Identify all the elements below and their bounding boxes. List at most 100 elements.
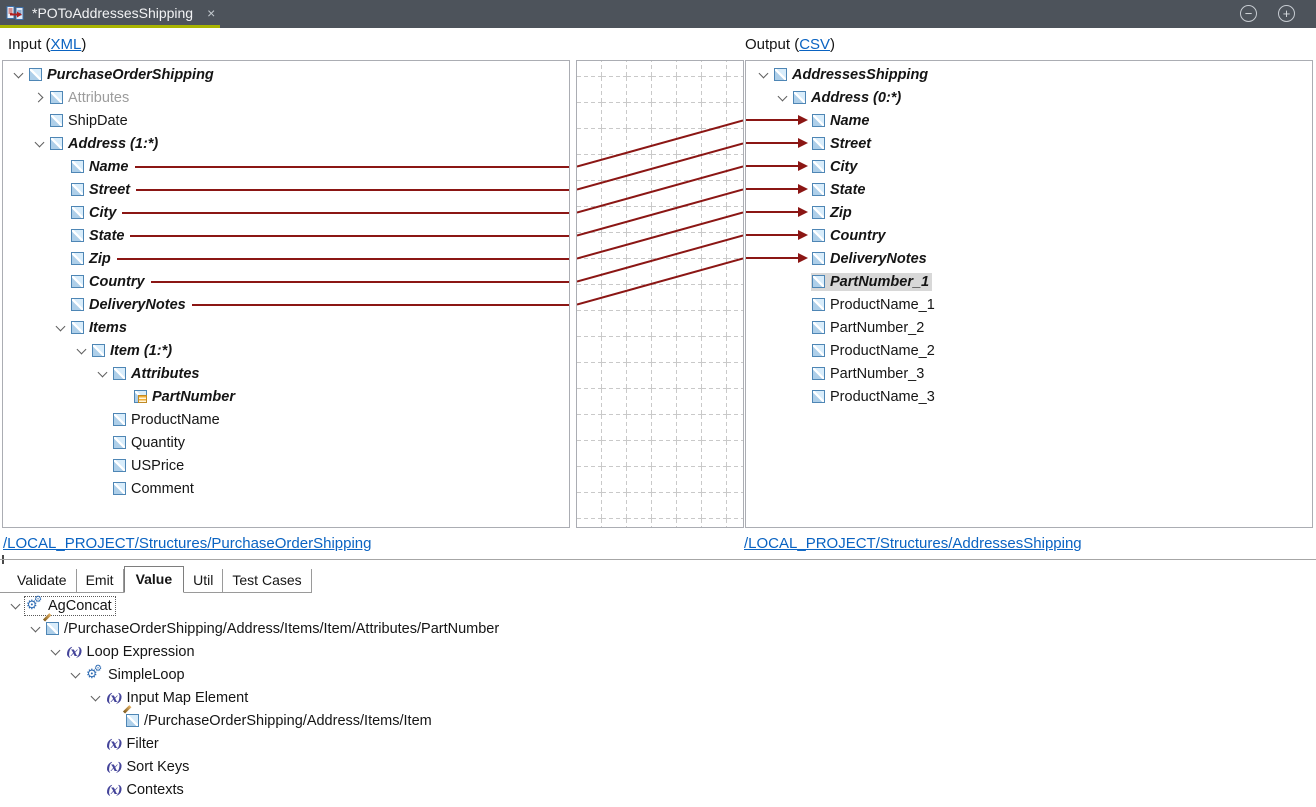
node-content: State [811,181,868,199]
tree-node-state[interactable]: State [746,178,1312,201]
tree-node-attributes[interactable]: Attributes [3,362,569,385]
tree-node-deliverynotes[interactable]: DeliveryNotes [746,247,1312,270]
mapping-line-deliverynotes[interactable] [577,257,743,306]
tree-node-zip[interactable]: Zip [746,201,1312,224]
mapping-line-country[interactable] [577,234,743,283]
node-label: AgConcat [48,597,112,614]
chevron-down-icon[interactable] [50,645,61,655]
chevron-down-icon[interactable] [55,321,66,331]
tab-validate[interactable]: Validate [8,569,77,592]
output-structure-link[interactable]: /LOCAL_PROJECT/Structures/AddressesShipp… [744,535,1082,552]
mapping-line[interactable] [191,303,569,306]
mapping-arrow-line[interactable] [746,165,799,167]
tree-node-input-map-element[interactable]: (x) Input Map Element [0,686,1316,709]
tree-node-name[interactable]: Name [3,155,569,178]
tab-test-cases[interactable]: Test Cases [223,569,312,592]
tree-node-purchaseordershipping[interactable]: PurchaseOrderShipping [3,63,569,86]
tree-node-country[interactable]: Country [746,224,1312,247]
tree-node-addressesshipping[interactable]: AddressesShipping [746,63,1312,86]
element-icon [113,367,126,380]
mapping-arrow-line[interactable] [746,257,799,259]
chevron-slot [93,367,112,377]
chevron-down-icon[interactable] [30,622,41,632]
zoom-in-button[interactable]: + [1278,5,1295,22]
mapping-line-zip[interactable] [577,211,743,260]
tree-node-deliverynotes[interactable]: DeliveryNotes [3,293,569,316]
zoom-out-button[interactable]: − [1240,5,1257,22]
chevron-down-icon[interactable] [34,137,45,147]
mapping-arrow-line[interactable] [746,211,799,213]
chevron-down-icon[interactable] [758,68,769,78]
tree-node-comment[interactable]: Comment [3,477,569,500]
mapping-arrow-line[interactable] [746,188,799,190]
chevron-down-icon[interactable] [90,691,101,701]
tree-node-country[interactable]: Country [3,270,569,293]
mapping-line[interactable] [136,188,569,191]
tree-node-partnumber-2[interactable]: PartNumber_2 [746,316,1312,339]
tree-node-city[interactable]: City [746,155,1312,178]
tree-node-name[interactable]: Name [746,109,1312,132]
tree-node-productname[interactable]: ProductName [3,408,569,431]
tree-node-usprice[interactable]: USPrice [3,454,569,477]
mapping-arrow-line[interactable] [746,119,799,121]
chevron-down-icon[interactable] [777,91,788,101]
tree-node-productname-3[interactable]: ProductName_3 [746,385,1312,408]
document-tab-title: *POToAddressesShipping [32,4,194,21]
close-icon[interactable]: × [207,4,216,21]
chevron-down-icon[interactable] [76,344,87,354]
tree-node-purchaseordershipping-address-items-item-attributes-partnumber[interactable]: /PurchaseOrderShipping/Address/Items/Ite… [0,617,1316,640]
tree-node-partnumber-3[interactable]: PartNumber_3 [746,362,1312,385]
tree-node-partnumber-1[interactable]: PartNumber_1 [746,270,1312,293]
tree-node-item-1[interactable]: Item (1:*) [3,339,569,362]
tree-node-city[interactable]: City [3,201,569,224]
tree-node-sort-keys[interactable]: (x) Sort Keys [0,755,1316,778]
input-format-link[interactable]: XML [50,36,82,53]
tree-node-productname-2[interactable]: ProductName_2 [746,339,1312,362]
tree-node-street[interactable]: Street [746,132,1312,155]
tree-node-contexts[interactable]: (x) Contexts [0,778,1316,801]
node-label: City [830,158,858,175]
chevron-right-icon[interactable] [33,92,44,103]
chevron-down-icon[interactable] [13,68,24,78]
input-structure-link[interactable]: /LOCAL_PROJECT/Structures/PurchaseOrderS… [3,535,372,552]
chevron-down-icon[interactable] [10,599,21,609]
tree-node-attributes[interactable]: Attributes [3,86,569,109]
tree-node-filter[interactable]: (x) Filter [0,732,1316,755]
element-icon [71,252,84,265]
tree-node-simpleloop[interactable]: ⚙ ⚙ SimpleLoop [0,663,1316,686]
tree-node-shipdate[interactable]: ShipDate [3,109,569,132]
mapping-line[interactable] [134,165,569,168]
tab-emit[interactable]: Emit [77,569,124,592]
mapping-line-name[interactable] [577,119,743,168]
chevron-down-icon[interactable] [70,668,81,678]
tree-node-street[interactable]: Street [3,178,569,201]
tree-node-address-1[interactable]: Address (1:*) [3,132,569,155]
tab-value[interactable]: Value [123,566,185,593]
mapping-arrow-line[interactable] [746,142,799,144]
tree-node-quantity[interactable]: Quantity [3,431,569,454]
node-content: ProductName [112,411,223,429]
tree-node-address-0[interactable]: Address (0:*) [746,86,1312,109]
mapping-line[interactable] [116,257,569,260]
tree-node-items[interactable]: Items [3,316,569,339]
mapping-line[interactable] [130,234,569,237]
chevron-down-icon[interactable] [97,367,108,377]
node-label: PartNumber_2 [830,319,925,336]
mapping-arrow-line[interactable] [746,234,799,236]
mapping-line-state[interactable] [577,188,743,237]
mapping-line-street[interactable] [577,142,743,191]
mapping-line[interactable] [122,211,569,214]
horizontal-splitter[interactable] [0,559,1316,560]
mapping-line[interactable] [150,280,569,283]
tree-node-loop-expression[interactable]: (x) Loop Expression [0,640,1316,663]
output-format-link[interactable]: CSV [799,36,831,53]
tab-util[interactable]: Util [184,569,224,592]
document-tab[interactable]: *POToAddressesShipping × [0,0,223,25]
tree-node-productname-1[interactable]: ProductName_1 [746,293,1312,316]
tree-node-zip[interactable]: Zip [3,247,569,270]
tree-node-partnumber[interactable]: PartNumber [3,385,569,408]
tree-node-purchaseordershipping-address-items-item[interactable]: /PurchaseOrderShipping/Address/Items/Ite… [0,709,1316,732]
tree-node-state[interactable]: State [3,224,569,247]
tree-node-agconcat[interactable]: ⚙ ⚙ AgConcat [0,594,1316,617]
mapping-line-city[interactable] [577,165,743,214]
